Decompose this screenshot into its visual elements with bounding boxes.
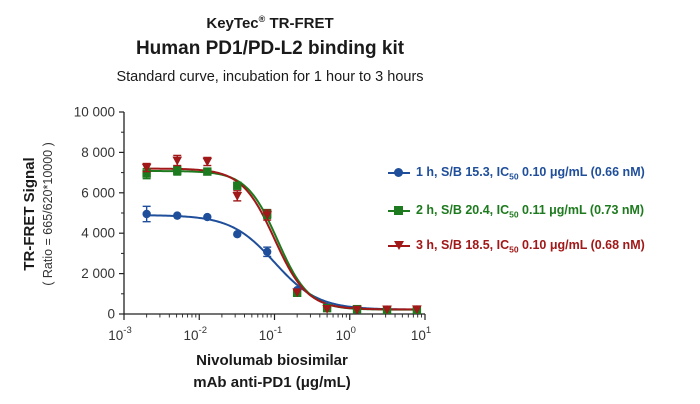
x-tick-label: 10-1 [259,325,282,343]
legend-label: 2 h, S/B 20.4, IC50 0.11 μg/mL (0.73 nM) [416,203,645,220]
x-tick-label: 10-3 [108,325,131,343]
data-point-series-2 [292,288,302,298]
data-point-series-2 [412,305,422,315]
legend-symbol [388,167,410,179]
data-point-series-2 [382,305,392,315]
y-tick-label: 10 000 [74,105,115,120]
chart-subtitle: Standard curve, incubation for 1 hour to… [116,69,424,85]
legend-marker-square [394,205,403,215]
x-tick-label: 100 [336,325,356,343]
data-point-series-1 [142,169,151,178]
y-tick-label: 6 000 [81,185,115,200]
y-axis-sublabel: ( Ratio = 665/620*10000 ) [41,142,55,286]
y-tick-label: 2 000 [81,266,115,281]
y-tick-label: 0 [107,307,115,322]
data-point-series-2 [322,304,332,314]
fit-curve-0 [146,214,418,311]
legend-item-1h: 1 h, S/B 15.3, IC50 0.10 μg/mL (0.66 nM) [388,165,645,182]
legend-item-2h: 2 h, S/B 20.4, IC50 0.11 μg/mL (0.73 nM) [388,203,644,220]
legend-marker-triangle-down [394,240,404,250]
x-axis-label-line2: mAb anti-PD1 (μg/mL) [193,374,351,391]
data-point-series-0 [142,209,151,219]
legend-symbol [388,205,410,217]
y-axis-label: TR-FRET Signal [21,157,38,270]
x-axis-label: Nivolumab biosimilar [196,352,348,369]
data-point-series-2 [141,163,152,173]
legend-label: 3 h, S/B 18.5, IC50 0.10 μg/mL (0.68 nM) [416,238,645,255]
data-point-series-1 [203,167,212,176]
data-point-series-1 [173,166,182,175]
data-point-series-2 [202,157,213,167]
chart-title: Human PD1/PD-L2 binding kit [135,38,405,59]
data-point-series-0 [263,247,272,256]
legend-marker-circle [394,167,403,177]
data-point-series-2 [172,156,183,166]
y-tick-label: 8 000 [81,145,115,160]
y-tick-label: 4 000 [81,226,115,241]
legend-item-3h: 3 h, S/B 18.5, IC50 0.10 μg/mL (0.68 nM) [388,238,645,255]
brand-name: KeyTec [206,15,259,32]
fit-curve-2 [146,167,418,311]
data-point-series-0 [173,211,182,220]
data-point-series-2 [352,305,362,315]
brand-title: KeyTec® TR-FRET [0,14,540,32]
brand-suffix: TR-FRET [269,15,334,32]
fit-curve-1 [146,170,418,311]
data-point-series-0 [233,230,242,239]
legend-label: 1 h, S/B 15.3, IC50 0.10 μg/mL (0.66 nM) [416,165,645,182]
x-tick-label: 10-2 [184,325,207,343]
data-point-series-2 [262,211,273,221]
x-tick-label: 101 [411,325,431,343]
data-point-series-0 [203,212,212,222]
registered-mark: ® [258,14,266,24]
data-point-series-1 [233,181,242,190]
data-point-series-2 [232,192,243,201]
legend-symbol [388,240,410,252]
